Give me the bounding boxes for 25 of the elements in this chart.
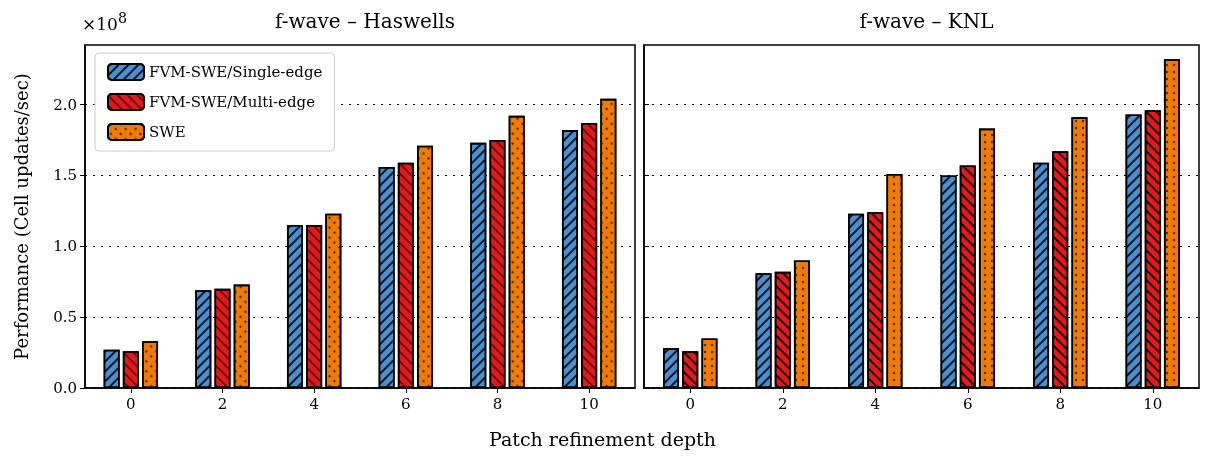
y-tick-label: 1.0: [53, 237, 77, 256]
legend-label: FVM-SWE/Single-edge: [149, 63, 323, 81]
text: ×10$^{8}$: [82, 10, 127, 34]
x-tick-label: 4: [870, 394, 881, 413]
x-tick-label: 10: [1143, 394, 1163, 413]
x-tick-label: 4: [309, 394, 319, 413]
legend-label: FVM-SWE/Multi-edge: [149, 93, 316, 111]
y-tick-label: 1.5: [53, 166, 77, 185]
y-tick-label: 2.0: [53, 95, 77, 114]
x-tick-label: 2: [217, 394, 228, 413]
legend-label: SWE: [149, 123, 186, 141]
chart-title: f-wave – KNL: [859, 9, 994, 33]
y-axis-title: Performance (Cell updates/sec): [10, 73, 32, 360]
x-tick-label: 2: [777, 394, 788, 413]
x-tick-label: 10: [579, 394, 599, 413]
x-tick-label: 0: [685, 394, 696, 413]
x-axis-title: Patch refinement depth: [488, 428, 717, 450]
y-tick-label: 0.0: [53, 379, 77, 397]
x-tick-label: 6: [962, 394, 973, 413]
chart-title: f-wave – Haswells: [275, 9, 455, 33]
y-tick-label: 0.5: [53, 308, 77, 327]
x-tick-label: 6: [401, 394, 411, 413]
x-tick-label: 0: [126, 394, 136, 413]
x-tick-label: 8: [492, 394, 503, 413]
x-tick-label: 8: [1055, 394, 1066, 413]
